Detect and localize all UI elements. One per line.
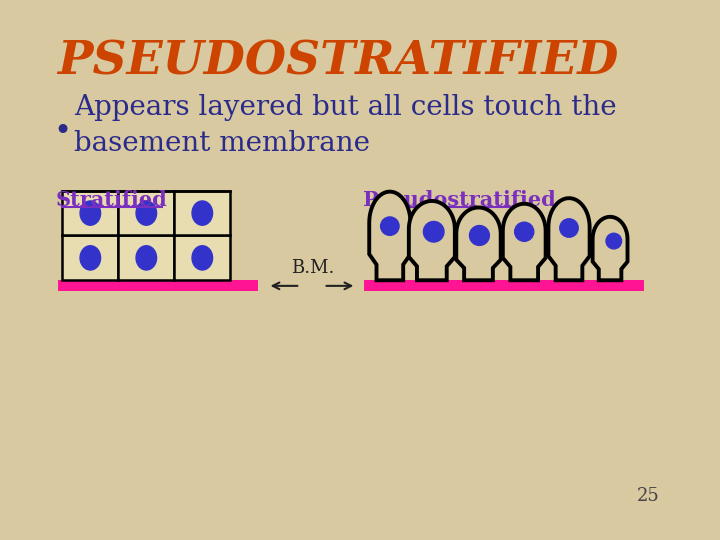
Ellipse shape (80, 246, 101, 270)
Bar (63, 191, 118, 235)
Ellipse shape (606, 233, 621, 249)
Bar (174, 191, 230, 235)
Bar (174, 235, 230, 280)
Bar (364, 280, 644, 291)
Ellipse shape (423, 221, 444, 242)
Text: •: • (53, 117, 71, 146)
Bar (118, 235, 174, 280)
Polygon shape (456, 207, 500, 280)
Ellipse shape (515, 222, 534, 241)
Text: Stratified: Stratified (56, 190, 168, 210)
Bar (58, 280, 258, 291)
Text: PSEUDOSTRATIFIED: PSEUDOSTRATIFIED (57, 39, 618, 85)
Polygon shape (369, 192, 410, 280)
Ellipse shape (559, 219, 578, 237)
Ellipse shape (381, 217, 399, 235)
Bar (63, 235, 118, 280)
Polygon shape (409, 201, 455, 280)
Text: Appears layered but all cells touch the
basement membrane: Appears layered but all cells touch the … (74, 94, 617, 157)
Ellipse shape (192, 201, 212, 225)
Polygon shape (503, 204, 546, 280)
Ellipse shape (469, 226, 490, 245)
Bar (118, 191, 174, 235)
Text: B.M.: B.M. (291, 259, 334, 278)
Polygon shape (593, 217, 628, 280)
Ellipse shape (80, 201, 101, 225)
Ellipse shape (192, 246, 212, 270)
Ellipse shape (136, 201, 156, 225)
Text: 25: 25 (636, 487, 660, 505)
Polygon shape (549, 198, 590, 280)
Text: Pseudostratified: Pseudostratified (363, 190, 555, 210)
Ellipse shape (136, 246, 156, 270)
